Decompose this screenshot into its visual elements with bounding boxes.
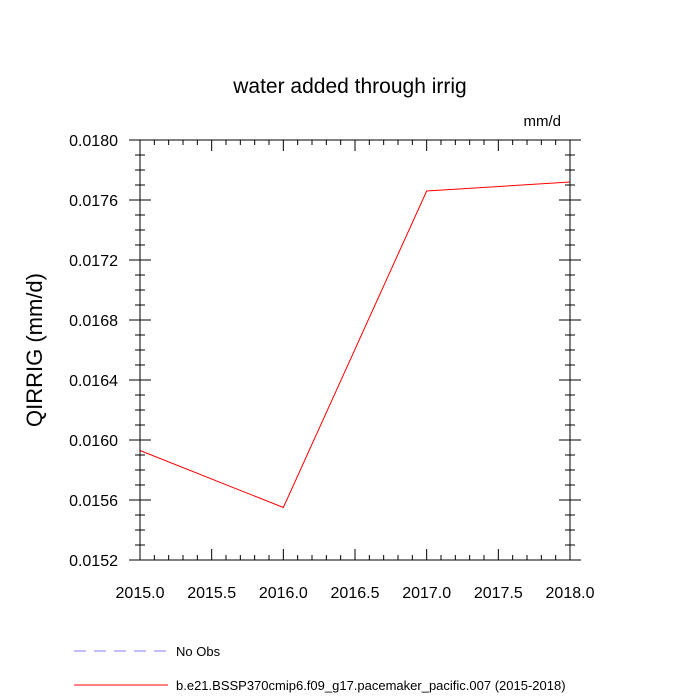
series-lines xyxy=(139,181,571,509)
y-tick-label: 0.0168 xyxy=(69,313,118,330)
x-tick-label: 2016.0 xyxy=(259,585,308,602)
y-tick-label: 0.0164 xyxy=(69,373,118,390)
y-tick-label: 0.0156 xyxy=(69,493,118,510)
y-tick-label: 0.0180 xyxy=(69,133,118,150)
x-tick-label: 2018.0 xyxy=(546,585,595,602)
legend: No Obs b.e21.BSSP370cmip6.f09_g17.pacemak… xyxy=(74,644,566,693)
x-tick-label: 2015.0 xyxy=(116,585,165,602)
series-line xyxy=(139,181,571,509)
y-tick-label: 0.0160 xyxy=(69,433,118,450)
y-tick-label: 0.0172 xyxy=(69,253,118,270)
plot-area-frame xyxy=(139,139,571,561)
x-tick-label: 2017.0 xyxy=(402,585,451,602)
x-tick-label: 2016.5 xyxy=(331,585,380,602)
x-tick-label: 2015.5 xyxy=(187,585,236,602)
legend-entry-label: No Obs xyxy=(176,644,221,659)
chart-title: water added through irrig xyxy=(232,75,466,98)
y-tick-label: 0.0176 xyxy=(69,193,118,210)
tick-marks xyxy=(129,139,581,561)
units-label: mm/d xyxy=(524,113,562,130)
y-axis-label: QIRRIG (mm/d) xyxy=(22,273,47,427)
legend-entry-label: b.e21.BSSP370cmip6.f09_g17.pacemaker_pac… xyxy=(176,678,566,693)
x-tick-label: 2017.5 xyxy=(474,585,523,602)
y-tick-labels: 0.0152 0.0156 0.0160 0.0164 0.0168 0.0172 0.01… xyxy=(69,133,118,570)
y-tick-label: 0.0152 xyxy=(69,553,118,570)
x-tick-labels: 2015.0 2015.5 2016.0 2016.5 2017.0 2017.5 2018… xyxy=(116,585,595,602)
